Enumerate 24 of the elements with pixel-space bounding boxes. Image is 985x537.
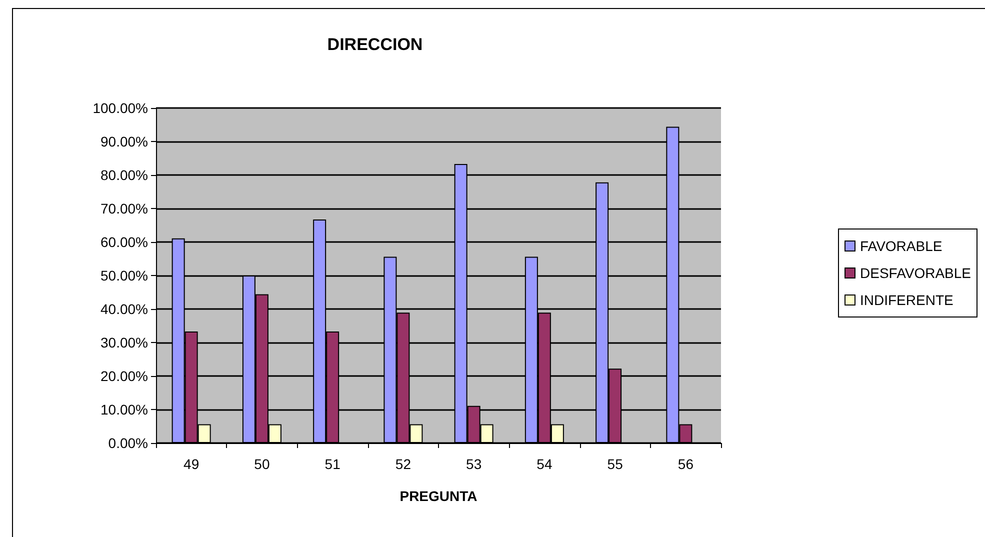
x-tick-label: 56 bbox=[678, 456, 694, 472]
x-tick-label: 52 bbox=[395, 456, 412, 472]
y-tick-label: 50.00% bbox=[100, 268, 148, 284]
y-tick-label: 100.00% bbox=[92, 100, 148, 116]
y-tick-label: 20.00% bbox=[100, 368, 148, 384]
y-tick-label: 80.00% bbox=[100, 167, 148, 183]
x-axis-title: PREGUNTA bbox=[400, 488, 478, 504]
y-tick-label: 60.00% bbox=[100, 234, 148, 250]
legend-label: INDIFERENTE bbox=[860, 292, 954, 308]
y-tick-label: 70.00% bbox=[100, 200, 148, 216]
y-tick-label: 10.00% bbox=[100, 402, 148, 418]
legend-label: FAVORABLE bbox=[860, 238, 942, 254]
x-tick-label: 50 bbox=[254, 456, 270, 472]
x-tick-label: 53 bbox=[466, 456, 482, 472]
y-tick-label: 0.00% bbox=[108, 435, 148, 451]
x-tick-label: 55 bbox=[607, 456, 624, 472]
y-tick-label: 40.00% bbox=[100, 301, 148, 317]
y-tick-label: 30.00% bbox=[100, 334, 148, 350]
chart-title: DIRECCION bbox=[327, 35, 423, 54]
y-tick-label: 90.00% bbox=[100, 134, 148, 150]
x-tick-label: 51 bbox=[324, 456, 341, 472]
legend-label: DESFAVORABLE bbox=[860, 265, 972, 281]
x-tick-label: 54 bbox=[536, 456, 552, 472]
x-tick-label: 49 bbox=[184, 456, 200, 472]
